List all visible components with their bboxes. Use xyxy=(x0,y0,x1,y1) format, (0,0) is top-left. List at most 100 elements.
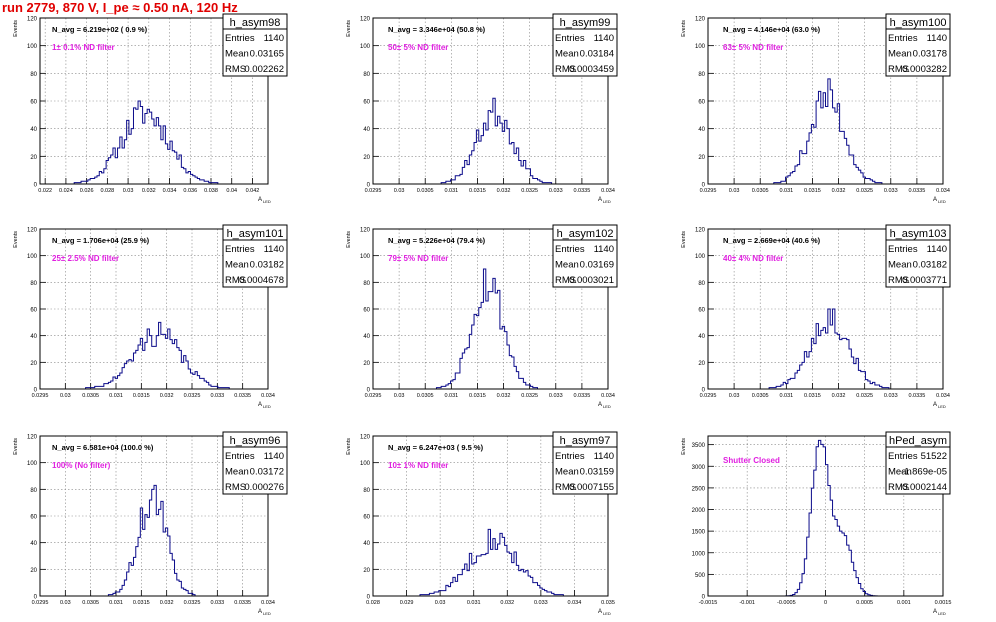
stats-box xyxy=(885,13,951,77)
x-tick-label: 0.0315 xyxy=(133,600,150,606)
stats-label: Entries xyxy=(888,451,918,462)
filter-label: 10± 1% ND filter xyxy=(388,461,448,470)
y-tick-label: 0 xyxy=(367,388,371,394)
filter-label: 50± 5% ND filter xyxy=(388,43,448,52)
y-tick-label: 2500 xyxy=(692,486,706,492)
x-tick-label: 0.0315 xyxy=(804,188,821,194)
y-tick-label: 120 xyxy=(27,17,38,23)
stats-value: 1140 xyxy=(594,33,614,44)
y-tick-label: 120 xyxy=(27,435,38,441)
y-tick-label: 100 xyxy=(27,254,38,260)
x-tick-label: 0.032 xyxy=(832,188,846,194)
x-tick-label: 0.0335 xyxy=(234,393,251,399)
y-axis-label: Events xyxy=(346,438,352,455)
filter-label: Shutter Closed xyxy=(723,456,780,465)
stats-value: 1140 xyxy=(264,244,284,255)
x-tick-label: 0.03 xyxy=(394,188,405,194)
filter-label: 79± 5% ND filter xyxy=(388,254,448,263)
y-tick-label: 0 xyxy=(702,183,706,189)
y-tick-label: 20 xyxy=(363,155,370,161)
stats-label: Mean xyxy=(888,260,912,271)
x-tick-label: 0.033 xyxy=(884,188,898,194)
y-tick-label: 500 xyxy=(695,573,706,579)
y-tick-label: 100 xyxy=(360,44,371,50)
y-tick-label: 0 xyxy=(34,595,38,601)
x-tick-label: 0.031 xyxy=(467,600,481,606)
x-tick-label: 0.0305 xyxy=(752,393,769,399)
stats-label: Entries xyxy=(225,33,255,44)
y-tick-label: 80 xyxy=(363,281,370,287)
x-tick-label: 0.0295 xyxy=(32,600,49,606)
filter-label: 1± 0.1% ND filter xyxy=(52,43,115,52)
y-tick-label: 100 xyxy=(27,44,38,50)
y-tick-label: 80 xyxy=(30,488,37,494)
x-tick-label: 0.0015 xyxy=(935,600,952,606)
y-axis-label: Events xyxy=(346,231,352,248)
stats-label: Mean xyxy=(555,49,579,60)
stats-label: Entries xyxy=(888,244,918,255)
y-tick-label: 40 xyxy=(698,127,705,133)
x-tick-label: 0.028 xyxy=(366,600,380,606)
stats-label: RMS xyxy=(555,64,576,75)
y-tick-label: 80 xyxy=(698,72,705,78)
y-tick-label: 2000 xyxy=(692,508,706,514)
x-tick-label: 0.034 xyxy=(936,188,950,194)
navg-label: N_avg = 1.706e+04 (25.9 %) xyxy=(52,236,150,245)
x-axis-label: A xyxy=(258,197,262,203)
x-tick-label: 0.032 xyxy=(160,600,174,606)
x-tick-label: 0.032 xyxy=(497,393,511,399)
y-tick-label: 100 xyxy=(695,44,706,50)
y-tick-label: 60 xyxy=(363,308,370,314)
panel-h_asym101: 0 20 40 60 80 100 120 0.0295 0.03 0.0305 0.031 0.03… xyxy=(13,224,288,409)
stats-value: 0.0003021 xyxy=(569,275,614,286)
stats-label: Entries xyxy=(888,33,918,44)
stats-box xyxy=(885,224,951,288)
stats-value: 0.03178 xyxy=(913,49,947,60)
histogram-line xyxy=(373,97,608,185)
stats-value: 0.0004678 xyxy=(239,275,284,286)
y-tick-label: 20 xyxy=(363,568,370,574)
y-tick-label: 120 xyxy=(27,228,38,234)
stats-label: RMS xyxy=(555,275,576,286)
stats-value: 1140 xyxy=(264,33,284,44)
x-tick-label: 0.036 xyxy=(183,188,197,194)
x-axis-label-sub: LED xyxy=(263,199,271,204)
x-tick-label: 0.034 xyxy=(261,393,275,399)
x-tick-label: 0.0305 xyxy=(82,600,99,606)
plot-frame xyxy=(39,17,269,185)
x-tick-label: 0.0325 xyxy=(856,393,873,399)
stats-label: Mean xyxy=(555,260,579,271)
y-tick-label: 40 xyxy=(30,334,37,340)
x-tick-label: 0.034 xyxy=(601,393,615,399)
x-tick-label: 0.001 xyxy=(897,600,911,606)
x-axis-label-sub: LED xyxy=(603,404,611,409)
histogram-title: h_asym102 xyxy=(557,228,614,240)
x-tick-label: 0.0335 xyxy=(234,600,251,606)
histogram-line xyxy=(373,528,608,597)
y-tick-label: 1500 xyxy=(692,530,706,536)
y-tick-label: 40 xyxy=(30,127,37,133)
y-tick-label: 40 xyxy=(30,541,37,547)
x-tick-label: 0.0295 xyxy=(700,188,717,194)
y-tick-label: 80 xyxy=(30,72,37,78)
plot-frame xyxy=(707,228,944,390)
panel-h_asym96: 0 20 40 60 80 100 120 0.0295 0.03 0.0305 0.031 0.03… xyxy=(13,431,288,616)
x-tick-label: 0.0335 xyxy=(573,188,590,194)
x-axis-label-sub: LED xyxy=(938,199,946,204)
histogram-line xyxy=(40,321,268,390)
y-tick-label: 40 xyxy=(363,541,370,547)
x-axis-label: A xyxy=(933,609,937,615)
y-axis-label: Events xyxy=(346,20,352,37)
y-axis-label: Events xyxy=(681,438,687,455)
x-tick-label: 0.0325 xyxy=(856,188,873,194)
stats-value: 1140 xyxy=(927,33,947,44)
x-tick-label: 0.03 xyxy=(729,393,740,399)
y-tick-label: 20 xyxy=(698,361,705,367)
stats-value: 0.03159 xyxy=(580,467,614,478)
histogram-title: h_asym97 xyxy=(560,435,611,447)
x-axis-label: A xyxy=(258,609,262,615)
x-tick-label: 0.0005 xyxy=(856,600,873,606)
x-tick-label: 0.0325 xyxy=(184,393,201,399)
x-tick-label: 0.03 xyxy=(729,188,740,194)
